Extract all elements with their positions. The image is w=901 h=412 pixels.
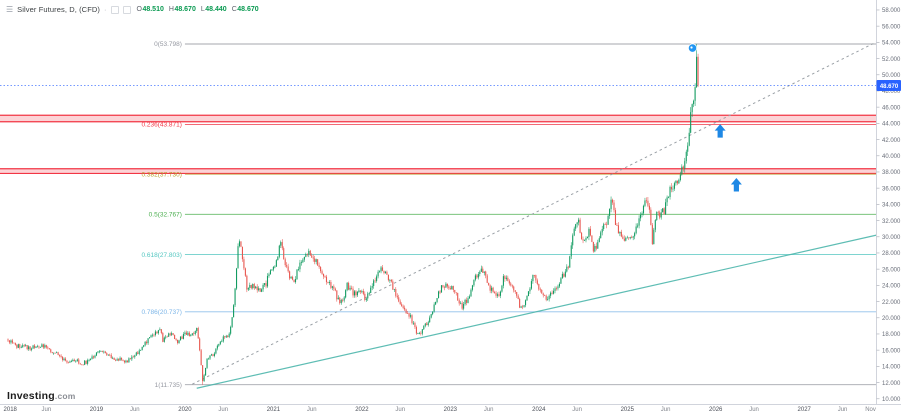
svg-text:0.618(27.803): 0.618(27.803) xyxy=(141,252,181,259)
svg-text:20.000: 20.000 xyxy=(882,316,901,322)
up-arrow-icon xyxy=(714,124,726,138)
high-label: H xyxy=(168,6,174,13)
svg-text:26.000: 26.000 xyxy=(882,267,901,273)
watermark-suffix: .com xyxy=(54,391,76,401)
svg-text:52.000: 52.000 xyxy=(882,57,901,63)
svg-text:Jun: Jun xyxy=(395,407,405,412)
svg-text:Jun: Jun xyxy=(307,407,317,412)
svg-text:Nov: Nov xyxy=(865,407,876,412)
svg-text:16.000: 16.000 xyxy=(882,348,901,354)
svg-text:Jun: Jun xyxy=(661,407,671,412)
svg-text:Jun: Jun xyxy=(838,407,848,412)
symbol-title[interactable]: Silver Futures, D, (CFD) xyxy=(17,5,100,14)
svg-text:48.670: 48.670 xyxy=(880,84,899,90)
close-value: 48.670 xyxy=(237,6,259,13)
open-label: O xyxy=(136,6,142,13)
svg-text:Jun: Jun xyxy=(484,407,494,412)
svg-text:0(53.798): 0(53.798) xyxy=(154,41,182,48)
svg-text:Jun: Jun xyxy=(41,407,51,412)
svg-text:Jun: Jun xyxy=(218,407,228,412)
svg-text:2026: 2026 xyxy=(709,407,723,412)
investing-watermark: Investing.com xyxy=(7,390,76,402)
svg-text:22.000: 22.000 xyxy=(882,300,901,306)
svg-text:2025: 2025 xyxy=(621,407,635,412)
eye-icon[interactable] xyxy=(110,5,119,14)
svg-text:2024: 2024 xyxy=(532,407,546,412)
flag-marker-icon xyxy=(687,43,698,53)
svg-text:24.000: 24.000 xyxy=(882,284,901,290)
svg-text:58.000: 58.000 xyxy=(882,8,901,14)
svg-text:32.000: 32.000 xyxy=(882,219,901,225)
svg-text:42.000: 42.000 xyxy=(882,138,901,144)
svg-text:48.000: 48.000 xyxy=(882,89,901,95)
high-value: 48.670 xyxy=(174,6,196,13)
low-label: L xyxy=(200,6,205,13)
svg-text:46.000: 46.000 xyxy=(882,105,901,111)
watermark-brand: Investing xyxy=(7,390,55,402)
up-arrow-markers[interactable] xyxy=(714,124,742,192)
svg-text:10.000: 10.000 xyxy=(882,397,901,403)
svg-text:38.000: 38.000 xyxy=(882,170,901,176)
svg-text:2027: 2027 xyxy=(798,407,812,412)
price-axis[interactable]: 58.000 56.000 54.000 52.000 50.000 48.000 46.0… xyxy=(876,0,901,412)
svg-text:2023: 2023 xyxy=(444,407,458,412)
svg-text:Jun: Jun xyxy=(572,407,582,412)
svg-text:36.000: 36.000 xyxy=(882,186,901,192)
svg-text:2020: 2020 xyxy=(178,407,192,412)
svg-text:Jun: Jun xyxy=(749,407,759,412)
svg-text:0.786(20.737): 0.786(20.737) xyxy=(141,309,181,316)
svg-text:2019: 2019 xyxy=(90,407,104,412)
legend-separator: · xyxy=(104,5,107,14)
svg-text:56.000: 56.000 xyxy=(882,24,901,30)
chart-legend: ☰ Silver Futures, D, (CFD) · O48.510 H48… xyxy=(6,5,259,14)
svg-text:12.000: 12.000 xyxy=(882,381,901,387)
svg-text:34.000: 34.000 xyxy=(882,203,901,209)
svg-text:0.5(32.767): 0.5(32.767) xyxy=(149,212,182,219)
candlestick-series xyxy=(7,43,699,385)
svg-text:30.000: 30.000 xyxy=(882,235,901,241)
symbol-menu-icon[interactable]: ☰ xyxy=(6,4,14,14)
low-value: 48.440 xyxy=(205,6,227,13)
up-arrow-icon xyxy=(730,178,742,192)
fibonacci-retracement[interactable]: 0(53.798) 0.236(43.871) 0.382(37.730) 0.5(3… xyxy=(141,41,877,389)
svg-text:0.382(37.730): 0.382(37.730) xyxy=(141,171,181,178)
svg-text:1(11.735): 1(11.735) xyxy=(155,382,182,389)
svg-text:2021: 2021 xyxy=(267,407,281,412)
svg-text:44.000: 44.000 xyxy=(882,122,901,128)
open-value: 48.510 xyxy=(142,6,164,13)
svg-text:28.000: 28.000 xyxy=(882,251,901,257)
svg-text:2018: 2018 xyxy=(4,407,18,412)
svg-text:0.236(43.871): 0.236(43.871) xyxy=(141,122,181,129)
svg-text:50.000: 50.000 xyxy=(882,73,901,79)
ohlc-readout: O48.510 H48.670 L48.440 C48.670 xyxy=(137,6,259,13)
svg-text:54.000: 54.000 xyxy=(882,41,901,47)
settings-icon[interactable] xyxy=(122,5,131,14)
time-axis[interactable]: 2018 Jun 2019 Jun 2020 Jun 2021 Jun 2022 Jun 2023 J… xyxy=(0,404,901,412)
svg-text:Jun: Jun xyxy=(130,407,140,412)
svg-text:14.000: 14.000 xyxy=(882,365,901,371)
last-price-tag xyxy=(876,80,901,92)
peak-marker[interactable] xyxy=(687,43,698,53)
svg-text:2022: 2022 xyxy=(355,407,369,412)
support-trendline[interactable] xyxy=(196,234,877,389)
close-label: C xyxy=(231,6,237,13)
svg-text:40.000: 40.000 xyxy=(882,154,901,160)
svg-text:18.000: 18.000 xyxy=(882,332,901,338)
